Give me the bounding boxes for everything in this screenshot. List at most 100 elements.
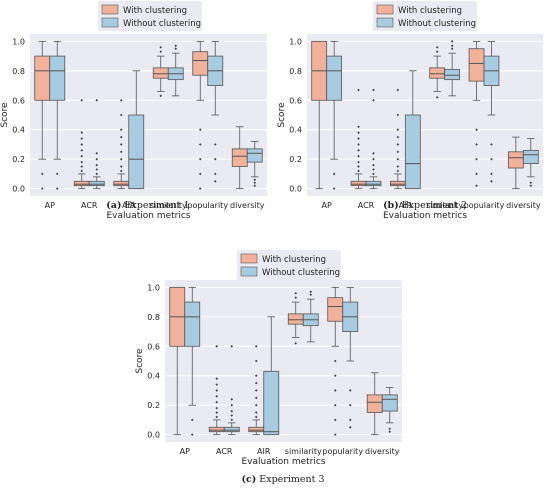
legend: With clustering Without clustering <box>237 250 341 280</box>
outlier-point <box>198 143 202 146</box>
legend-label: With clustering <box>398 6 462 16</box>
box <box>231 148 248 167</box>
legend-label: With clustering <box>262 255 326 265</box>
outlier-point <box>198 157 202 161</box>
outlier-point <box>372 168 375 171</box>
outlier-point <box>372 98 375 102</box>
outlier-point <box>490 179 493 183</box>
outlier-point <box>475 184 478 187</box>
outlier-point <box>80 169 84 173</box>
outlier-point <box>333 433 337 436</box>
legend-box <box>237 250 341 280</box>
outlier-point <box>396 157 400 161</box>
box <box>192 51 209 76</box>
x-axis-label: Evaluation metrics <box>383 211 467 221</box>
outlier-point <box>357 125 360 129</box>
y-tick-label: 1.0 <box>147 283 160 292</box>
outlier-point <box>348 425 352 429</box>
outlier-point <box>388 430 392 433</box>
outlier-point <box>357 137 360 140</box>
figure-caption: (b) Experiment 2 <box>383 200 467 211</box>
outlier-point <box>230 409 234 413</box>
outlier-point <box>80 149 84 152</box>
box <box>404 114 421 190</box>
x-tick-label: AIR <box>122 201 136 210</box>
outlier-point <box>159 50 163 53</box>
outlier-point <box>372 88 375 92</box>
outlier-point <box>230 397 234 401</box>
outlier-point <box>254 411 258 414</box>
outlier-point <box>253 184 257 187</box>
outlier-point <box>333 403 337 407</box>
outlier-point <box>357 149 360 152</box>
box <box>522 149 539 165</box>
outlier-point <box>333 359 337 363</box>
outlier-point <box>294 342 298 345</box>
box <box>113 180 130 187</box>
outlier-point <box>388 427 392 431</box>
outlier-point <box>198 172 202 176</box>
chart-panel-2: 0.0 0.2 0.4 0.6 0.8 1.0 Score AP ACR AIR similarit… <box>277 1 543 221</box>
caption-text: Experiment 1 <box>121 200 189 211</box>
y-tick-label: 0.6 <box>12 96 25 105</box>
outlier-point <box>309 293 313 297</box>
outlier-point <box>119 169 123 173</box>
outlier-point <box>348 389 352 392</box>
outlier-point <box>253 178 257 182</box>
y-tick-label: 1.0 <box>12 37 25 46</box>
legend-box <box>373 1 477 31</box>
figure-caption: (c) Experiment 3 <box>241 474 324 485</box>
x-tick-label: ACR <box>216 447 233 456</box>
outlier-point <box>254 374 258 378</box>
y-tick-label: 0.2 <box>289 155 302 164</box>
outlier-point <box>475 128 478 132</box>
outlier-point <box>450 47 454 51</box>
x-tick-label: similarity <box>150 201 187 210</box>
outlier-point <box>435 45 439 49</box>
y-tick-label: 0.8 <box>289 67 302 76</box>
x-tick-label: AP <box>322 201 332 210</box>
x-tick-label: AP <box>180 447 190 456</box>
legend-label: Without clustering <box>262 268 340 278</box>
legend-label: Without clustering <box>398 19 476 29</box>
outlier-point <box>450 44 454 48</box>
figure-caption: (a) Experiment 1 <box>106 200 189 211</box>
plot-area <box>165 280 402 442</box>
outlier-point <box>80 160 84 164</box>
legend-swatch <box>101 17 119 28</box>
box <box>366 394 383 413</box>
x-tick-label: similarity <box>426 201 463 210</box>
legend-swatch <box>240 253 258 264</box>
x-tick-label: ACR <box>358 201 375 210</box>
outlier-point <box>80 154 84 158</box>
outlier-point <box>309 290 313 294</box>
outlier-point <box>215 400 219 404</box>
outlier-point <box>490 143 493 146</box>
y-axis-label: Score <box>277 102 287 128</box>
outlier-point <box>357 169 360 173</box>
outlier-point <box>475 143 478 146</box>
outlier-point <box>396 169 400 173</box>
x-tick-label: diversity <box>230 201 265 210</box>
outlier-point <box>95 157 99 161</box>
outlier-point <box>490 172 493 176</box>
outlier-point <box>332 172 336 176</box>
y-tick-label: 0.0 <box>12 185 25 194</box>
outlier-point <box>119 128 123 132</box>
outlier-point <box>396 143 400 146</box>
outlier-point <box>95 172 99 176</box>
outlier-point <box>294 291 298 295</box>
outlier-point <box>95 168 99 171</box>
outlier-point <box>230 418 234 422</box>
outlier-point <box>215 344 219 348</box>
outlier-point <box>372 172 375 176</box>
outlier-point <box>396 150 400 154</box>
x-axis-label: Evaluation metrics <box>241 457 325 467</box>
outlier-point <box>55 187 59 190</box>
outlier-point <box>174 47 178 51</box>
outlier-point <box>230 344 234 348</box>
outlier-point <box>332 187 336 190</box>
legend-label: With clustering <box>123 6 187 16</box>
box <box>88 180 105 187</box>
legend-swatch <box>240 266 258 277</box>
